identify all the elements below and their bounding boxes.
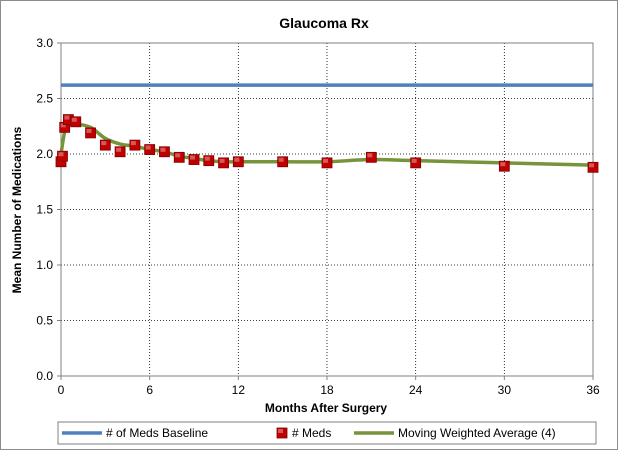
meds-marker	[410, 157, 422, 169]
meds-marker	[218, 157, 229, 169]
y-tick-label: 0.0	[36, 369, 53, 383]
y-tick-label: 0.5	[36, 314, 53, 328]
meds-marker	[203, 155, 215, 167]
y-axis-label: Mean Number of Medications	[10, 126, 24, 293]
legend-meds-marker	[276, 427, 288, 439]
legend-items: # of Meds Baseline # Meds Moving Weighted …	[62, 426, 556, 440]
meds-marker	[277, 156, 289, 168]
meds-marker	[70, 116, 82, 128]
legend-entry: # Meds	[276, 426, 331, 440]
y-tick-label: 1.5	[36, 203, 53, 217]
tick-layer: 0.0 0.5 1.0 1.5 2.0 2.5 3.0 0 6 12 18 24 30 36	[36, 36, 600, 397]
meds-marker	[232, 156, 244, 168]
x-tick-label: 0	[58, 383, 65, 397]
legend-label: Moving Weighted Average (4)	[398, 426, 556, 440]
y-tick-label: 1.0	[36, 258, 53, 272]
meds-marker	[498, 160, 510, 172]
grid-layer	[61, 43, 593, 376]
plot-area	[60, 42, 594, 377]
meds-marker	[144, 144, 156, 155]
meds-marker	[57, 150, 68, 162]
legend-label: # Meds	[292, 426, 331, 440]
x-axis-label: Months After Surgery	[265, 401, 388, 415]
meds-marker	[129, 139, 141, 151]
y-tick-label: 2.5	[36, 92, 53, 106]
y-tick-label: 2.0	[36, 147, 53, 161]
legend: # of Meds Baseline # Meds Moving Weighted …	[57, 421, 597, 445]
legend-entry: # of Meds Baseline	[62, 426, 208, 440]
legend-label: # of Meds Baseline	[106, 426, 208, 440]
legend-box	[57, 421, 597, 445]
x-tick-label: 24	[409, 383, 423, 397]
meds-marker	[159, 146, 170, 158]
meds-marker	[173, 151, 185, 163]
x-tick-label: 30	[498, 383, 512, 397]
y-tick-label: 3.0	[36, 36, 53, 50]
chart-title: Glaucoma Rx	[279, 15, 369, 31]
x-tick-label: 12	[232, 383, 246, 397]
meds-marker	[85, 127, 96, 139]
x-tick-label: 36	[586, 383, 600, 397]
meds-marker	[587, 161, 599, 173]
x-tick-label: 6	[146, 383, 153, 397]
meds-marker	[188, 154, 200, 165]
series-layer	[55, 83, 599, 173]
x-tick-label: 18	[320, 383, 334, 397]
meds-marker	[321, 157, 333, 169]
legend-entry: Moving Weighted Average (4)	[354, 426, 556, 440]
meds-marker	[99, 139, 111, 151]
meds-marker	[114, 146, 126, 158]
meds-marker	[365, 151, 377, 163]
